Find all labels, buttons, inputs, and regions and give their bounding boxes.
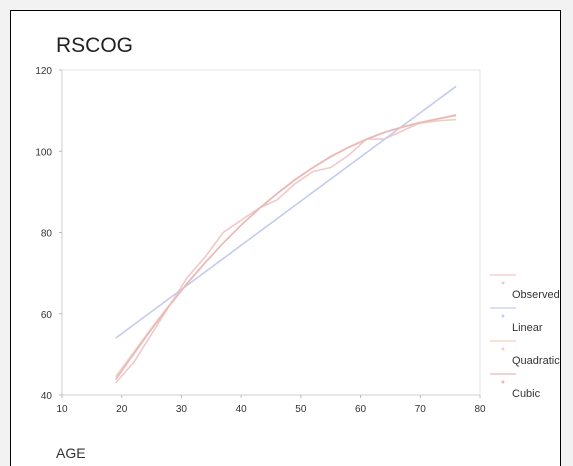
legend: Observed Linear Quadratic Cubic (490, 274, 560, 400)
axis-ticks: 10 20 30 40 50 60 70 80 40 60 80 100 120 (35, 66, 486, 415)
x-axis-label: AGE (56, 445, 86, 461)
legend-marker (501, 347, 505, 351)
legend-label: Linear (512, 322, 543, 334)
x-tick-label: 50 (295, 404, 307, 415)
y-tick-label: 80 (41, 229, 53, 240)
chart-title: RSCOG (56, 34, 134, 57)
x-tick-label: 70 (415, 404, 427, 415)
x-tick-label: 30 (176, 404, 188, 415)
legend-marker (501, 314, 505, 318)
y-tick-label: 60 (41, 310, 53, 321)
plot-area (61, 69, 481, 396)
legend-label: Observed (512, 289, 560, 301)
x-tick-label: 10 (56, 404, 68, 415)
series-line-cubic (115, 114, 457, 381)
y-tick-label: 100 (35, 147, 52, 158)
legend-label: Quadratic (512, 355, 560, 367)
x-tick-label: 60 (355, 404, 367, 415)
plot-border (61, 69, 481, 396)
y-tick-label: 120 (35, 66, 52, 77)
legend-label: Cubic (512, 388, 541, 400)
x-tick-label: 80 (474, 404, 486, 415)
x-tick-label: 20 (116, 404, 128, 415)
legend-marker (501, 380, 505, 384)
series-lines (115, 85, 457, 384)
y-tick-label: 40 (41, 391, 53, 402)
x-tick-label: 40 (236, 404, 248, 415)
legend-marker (501, 281, 505, 285)
